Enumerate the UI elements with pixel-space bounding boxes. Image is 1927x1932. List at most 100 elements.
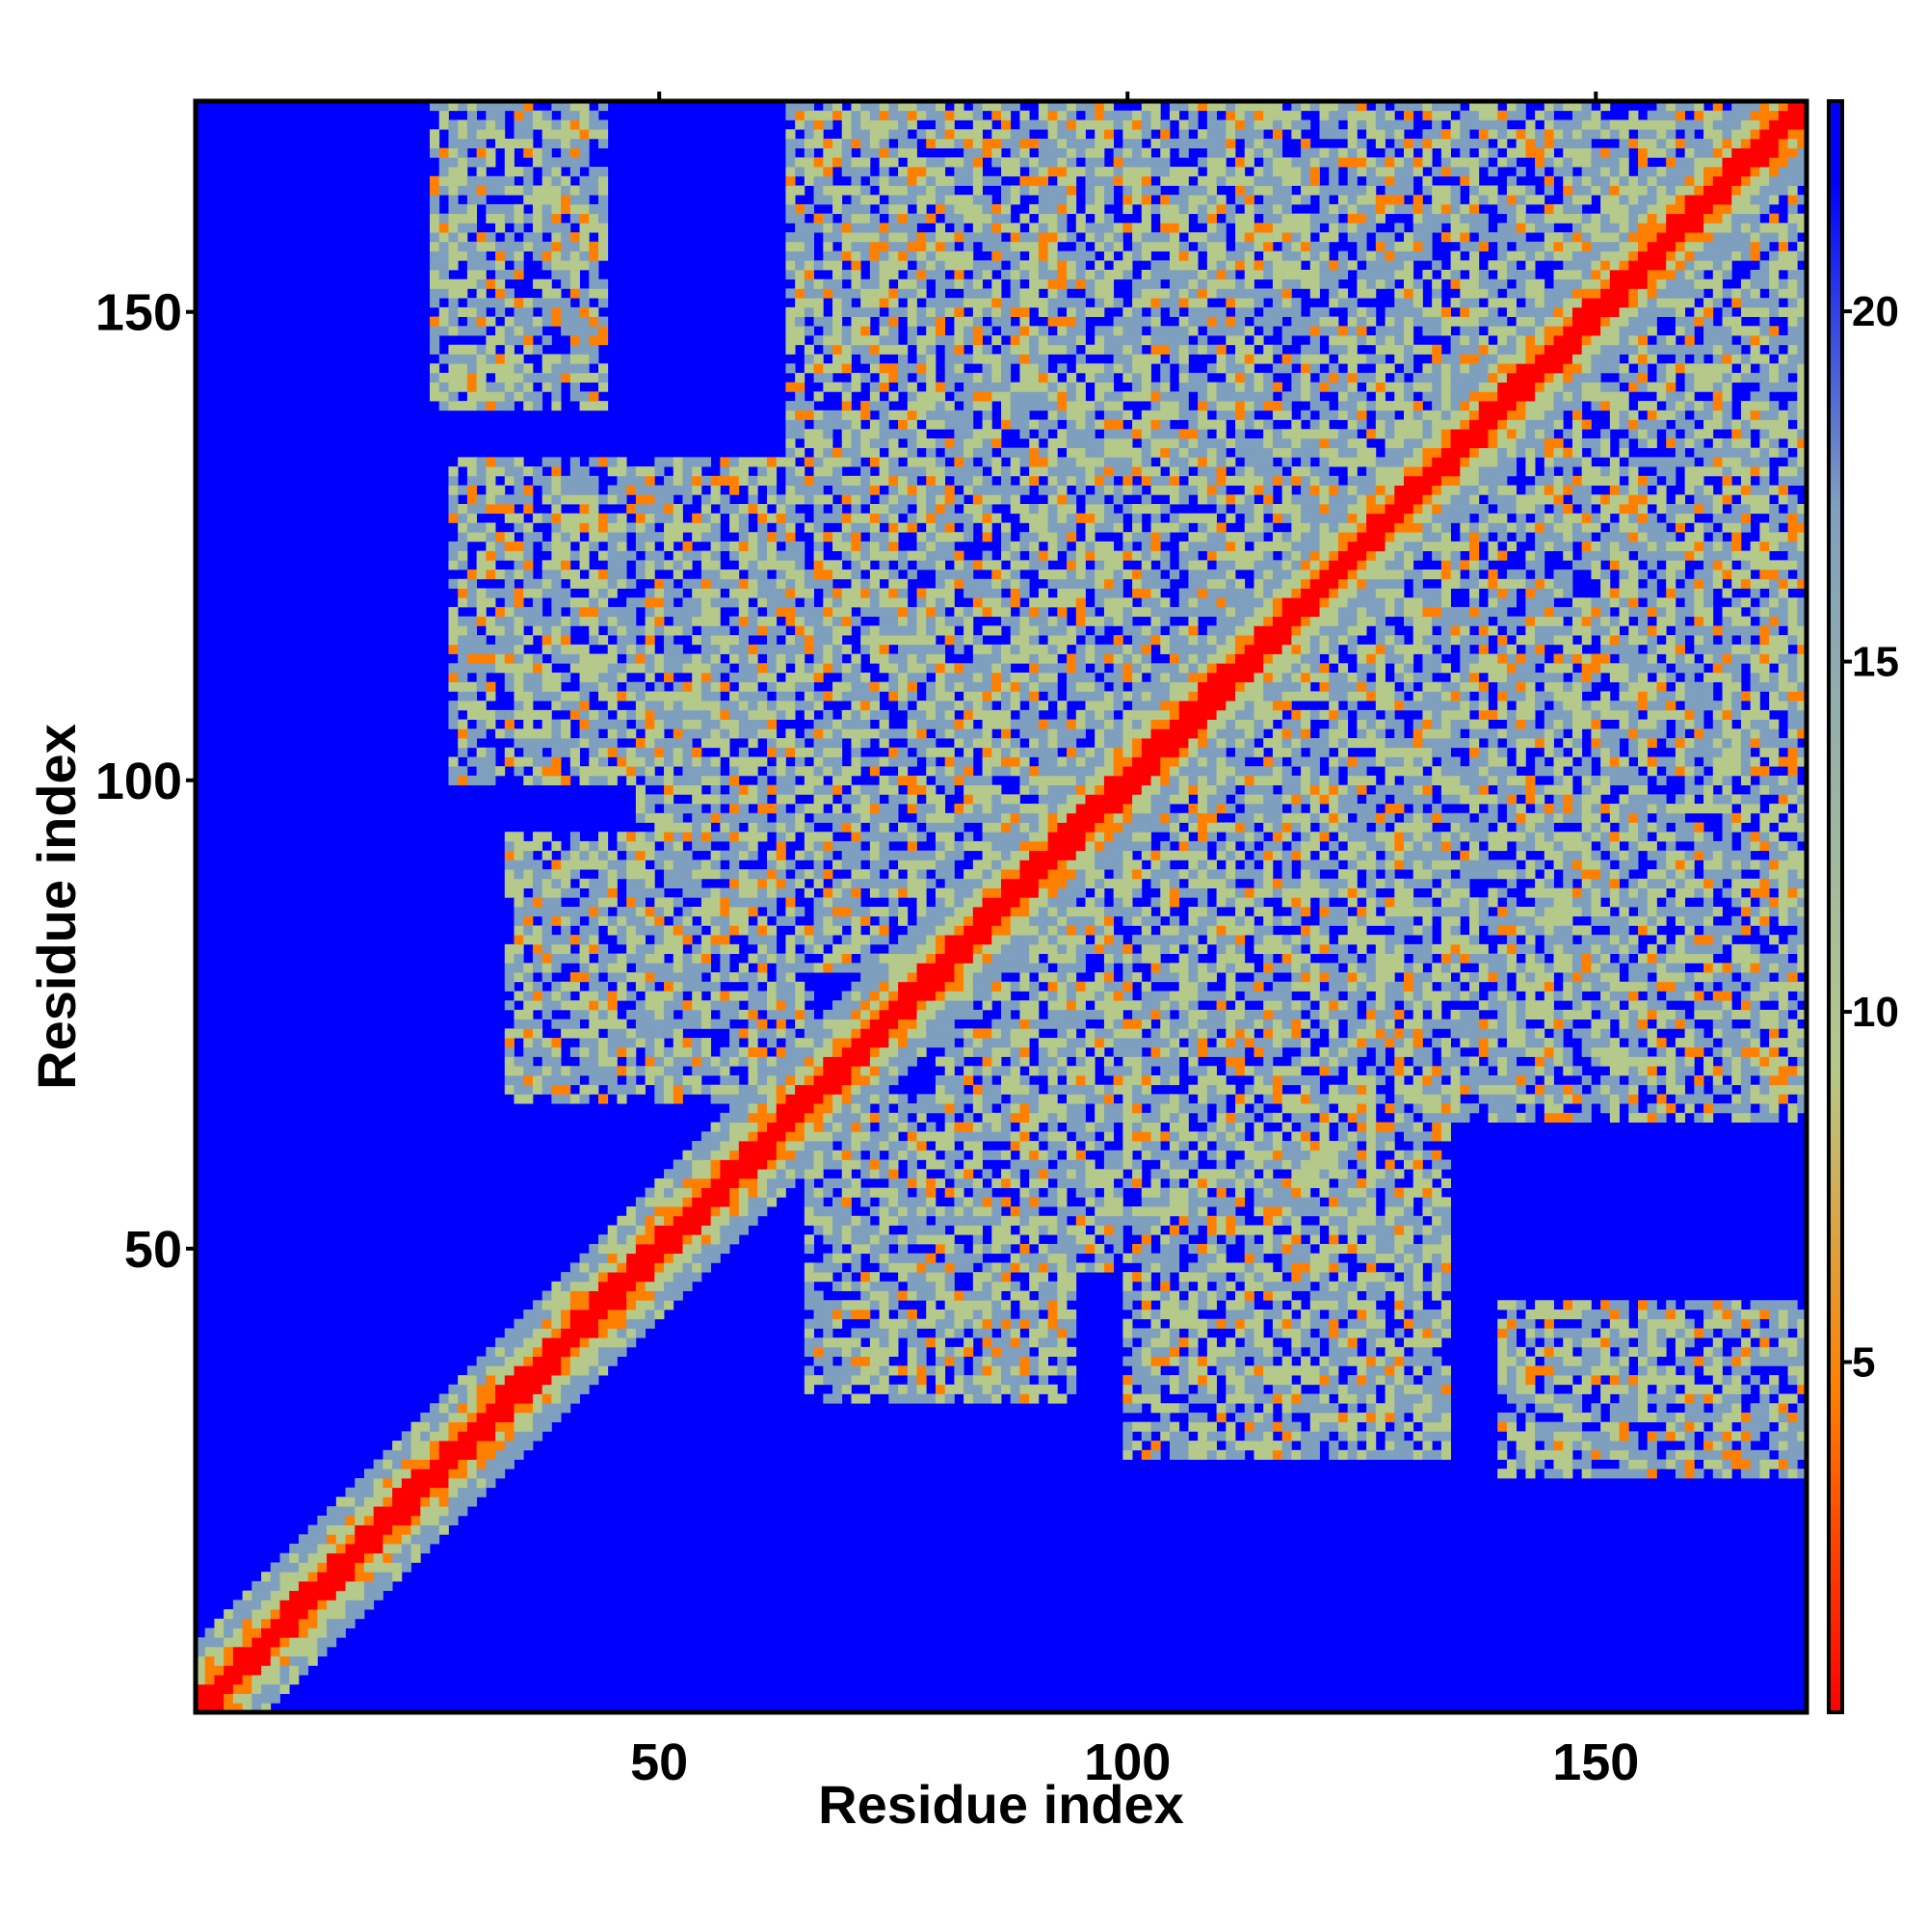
- heatmap-cell: [514, 935, 524, 945]
- heatmap-cell: [569, 869, 580, 880]
- heatmap-cell: [532, 588, 543, 598]
- heatmap-cell: [888, 1197, 899, 1207]
- heatmap-cell: [841, 1038, 852, 1048]
- heatmap-cell: [832, 316, 843, 327]
- heatmap-cell: [495, 288, 506, 299]
- heatmap-cell: [898, 278, 909, 289]
- heatmap-cell: [383, 1544, 393, 1554]
- heatmap-cell: [532, 1431, 543, 1442]
- heatmap-cell: [888, 869, 899, 880]
- heatmap-cell: [851, 1038, 861, 1048]
- heatmap-cell: [776, 457, 786, 467]
- heatmap-cell: [860, 784, 871, 795]
- heatmap-cell: [617, 494, 627, 505]
- heatmap-cell: [738, 550, 749, 561]
- heatmap-cell: [466, 157, 478, 168]
- heatmap-cell: [673, 1046, 683, 1057]
- heatmap-cell: [514, 1094, 524, 1104]
- heatmap-cell: [532, 766, 543, 777]
- heatmap-cell: [514, 269, 524, 280]
- heatmap-cell: [589, 1290, 599, 1301]
- heatmap-cell: [242, 1618, 252, 1628]
- heatmap-cell: [514, 1028, 524, 1039]
- heatmap-cell: [466, 504, 478, 515]
- heatmap-cell: [617, 728, 627, 739]
- heatmap-cell: [879, 1384, 889, 1394]
- heatmap-cell: [504, 354, 515, 364]
- heatmap-cell: [523, 1019, 534, 1029]
- heatmap-cell: [551, 672, 562, 683]
- heatmap-cell: [466, 644, 478, 654]
- heatmap-cell: [832, 775, 843, 786]
- heatmap-cell: [579, 475, 590, 486]
- heatmap-cell: [785, 306, 796, 317]
- heatmap-cell: [935, 1290, 946, 1301]
- heatmap-cell: [504, 335, 515, 346]
- heatmap-cell: [832, 907, 843, 917]
- heatmap-cell: [879, 1310, 889, 1320]
- heatmap-cell: [869, 1000, 881, 1011]
- heatmap-cell: [504, 457, 515, 467]
- heatmap-cell: [813, 306, 824, 317]
- heatmap-cell: [851, 1019, 861, 1029]
- heatmap-cell: [841, 269, 852, 280]
- heatmap-cell: [504, 466, 515, 477]
- heatmap-cell: [438, 157, 449, 168]
- heatmap-cell: [476, 278, 487, 289]
- heatmap-cell: [654, 1066, 665, 1076]
- heatmap-cell: [700, 832, 712, 842]
- heatmap-cell: [673, 513, 683, 523]
- heatmap-cell: [813, 897, 824, 908]
- heatmap-cell: [551, 840, 562, 852]
- heatmap-cell: [926, 1365, 937, 1376]
- heatmap-cell: [729, 719, 740, 729]
- heatmap-cell: [654, 747, 665, 757]
- heatmap-cell: [476, 522, 487, 533]
- heatmap-cell: [664, 1084, 674, 1095]
- heatmap-cell: [682, 1046, 693, 1057]
- heatmap-cell: [298, 1534, 309, 1545]
- heatmap-cell: [832, 1253, 843, 1263]
- heatmap-cell: [438, 101, 449, 112]
- heatmap-cell: [738, 1197, 749, 1207]
- heatmap-cell: [776, 550, 786, 561]
- heatmap-cell: [589, 1272, 599, 1283]
- heatmap-cell: [898, 1393, 909, 1404]
- heatmap-cell: [317, 1600, 328, 1610]
- heatmap-cell: [851, 1084, 861, 1095]
- heatmap-cell: [514, 1009, 524, 1020]
- heatmap-cell: [598, 1038, 609, 1048]
- heatmap-cell: [851, 419, 861, 430]
- heatmap-cell: [738, 635, 749, 646]
- heatmap-cell: [860, 251, 871, 261]
- heatmap-cell: [935, 129, 946, 140]
- heatmap-cell: [795, 1103, 805, 1114]
- heatmap-cell: [551, 1074, 562, 1086]
- heatmap-cell: [654, 775, 665, 786]
- heatmap-cell: [607, 457, 618, 467]
- heatmap-cell: [617, 709, 627, 720]
- heatmap-cell: [935, 437, 946, 449]
- heatmap-cell: [879, 1038, 889, 1048]
- heatmap-cell: [383, 1449, 393, 1460]
- heatmap-cell: [532, 119, 543, 130]
- heatmap-cell: [673, 588, 683, 598]
- heatmap-cell: [888, 457, 899, 467]
- heatmap-cell: [776, 812, 786, 823]
- heatmap-cell: [523, 504, 534, 515]
- heatmap-cell: [795, 701, 805, 711]
- heatmap-cell: [907, 157, 917, 168]
- heatmap-cell: [682, 457, 693, 467]
- heatmap-cell: [738, 794, 749, 805]
- heatmap-cell: [888, 1300, 899, 1310]
- heatmap-cell: [841, 606, 852, 618]
- heatmap-cell: [327, 1618, 337, 1628]
- heatmap-cell: [729, 804, 740, 814]
- heatmap-cell: [710, 804, 721, 814]
- heatmap-cell: [907, 1131, 917, 1142]
- heatmap-cell: [307, 1544, 318, 1554]
- heatmap-cell: [598, 363, 609, 374]
- heatmap-cell: [514, 185, 524, 196]
- heatmap-cell: [916, 981, 927, 992]
- heatmap-cell: [664, 1094, 674, 1104]
